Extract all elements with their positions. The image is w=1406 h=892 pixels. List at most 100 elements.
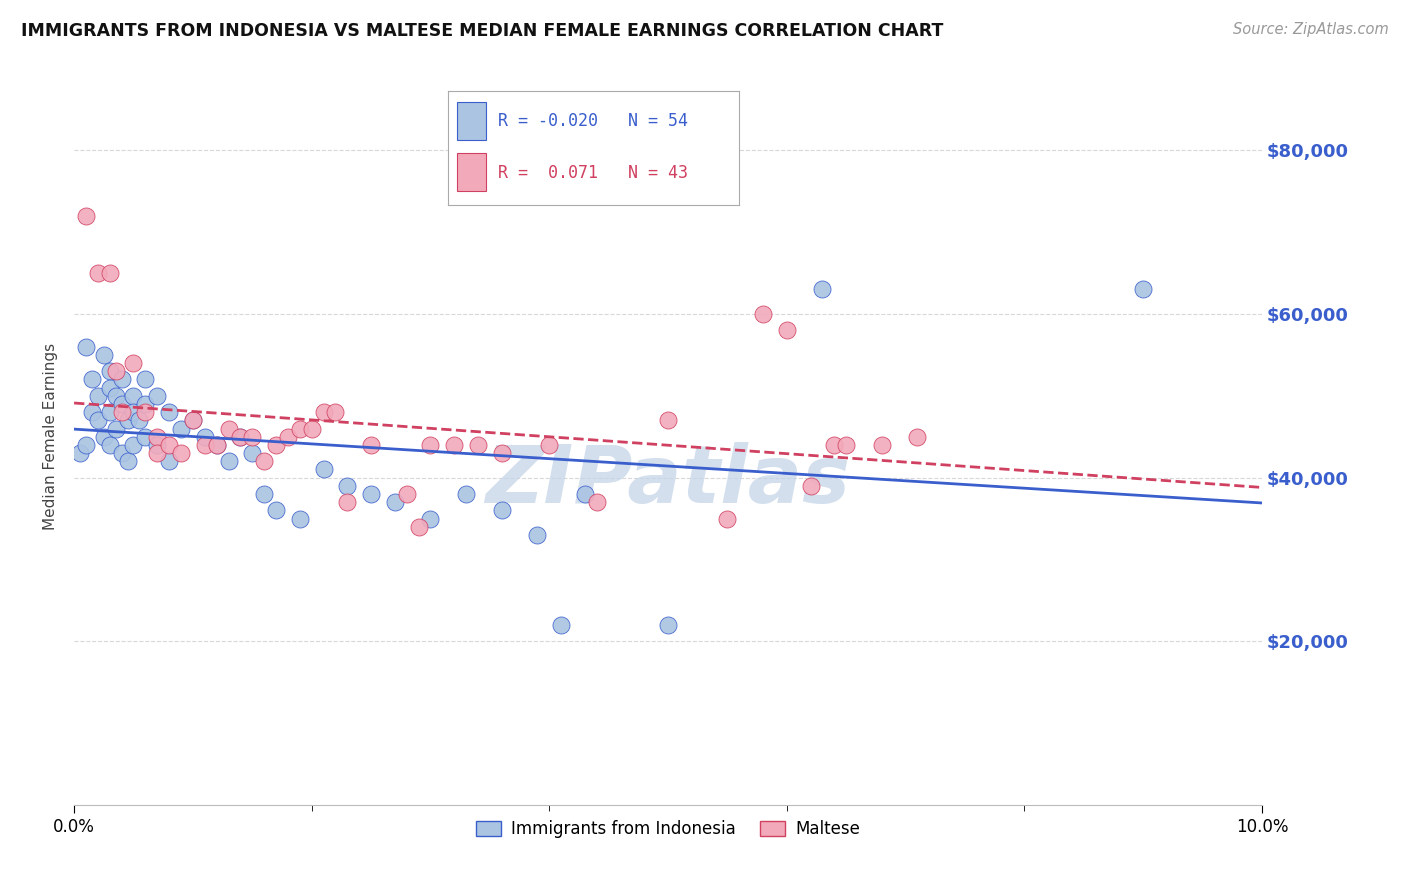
Point [657,618,679,632]
Text: ZIPatlas: ZIPatlas [485,442,851,520]
Point [110,397,132,411]
Point [870,438,893,452]
Point [336,495,359,509]
Point [104,364,127,378]
Point [98,438,121,452]
Point [117,454,139,468]
Point [87,389,110,403]
Point [491,446,513,460]
Point [301,421,323,435]
Point [181,413,204,427]
Point [752,307,775,321]
Point [122,356,145,370]
Point [134,405,156,419]
Point [419,511,441,525]
Point [395,487,418,501]
Point [823,438,845,452]
Point [110,372,132,386]
Point [122,405,145,419]
Point [526,528,548,542]
Point [360,438,382,452]
Text: IMMIGRANTS FROM INDONESIA VS MALTESE MEDIAN FEMALE EARNINGS CORRELATION CHART: IMMIGRANTS FROM INDONESIA VS MALTESE MED… [21,22,943,40]
Point [264,438,287,452]
Point [87,413,110,427]
Point [1132,283,1154,297]
Point [117,413,139,427]
Point [146,438,169,452]
Point [170,446,193,460]
Point [194,430,217,444]
Y-axis label: Median Female Earnings: Median Female Earnings [44,343,58,531]
Point [80,405,103,419]
Point [800,479,823,493]
Point [75,438,97,452]
Point [157,454,180,468]
Point [776,323,799,337]
Point [264,503,287,517]
Point [312,462,335,476]
Point [538,438,561,452]
Point [75,209,97,223]
Legend: Immigrants from Indonesia, Maltese: Immigrants from Indonesia, Maltese [470,814,868,845]
Point [716,511,738,525]
Point [98,381,121,395]
Point [277,430,299,444]
Point [80,372,103,386]
Point [229,430,252,444]
Point [907,430,929,444]
Point [574,487,596,501]
Point [253,487,276,501]
Point [104,389,127,403]
Point [585,495,607,509]
Point [98,266,121,280]
Point [288,511,311,525]
Point [87,266,110,280]
Point [312,405,335,419]
Point [408,520,430,534]
Point [93,348,115,362]
Point [454,487,477,501]
Point [146,430,169,444]
Point [657,413,679,427]
Point [205,438,228,452]
Point [467,438,489,452]
Point [93,430,115,444]
Point [122,389,145,403]
Point [419,438,441,452]
Point [128,413,150,427]
Point [69,446,91,460]
Point [491,503,513,517]
Point [325,405,347,419]
Point [110,405,132,419]
Point [443,438,465,452]
Point [146,389,169,403]
Point [835,438,858,452]
Point [122,438,145,452]
Point [157,405,180,419]
Point [104,421,127,435]
Point [110,446,132,460]
Point [550,618,572,632]
Point [253,454,276,468]
Point [181,413,204,427]
Point [170,421,193,435]
Point [134,372,156,386]
Point [384,495,406,509]
Point [240,446,263,460]
Point [218,421,240,435]
Point [134,397,156,411]
Text: Source: ZipAtlas.com: Source: ZipAtlas.com [1233,22,1389,37]
Point [360,487,382,501]
Point [98,364,121,378]
Point [336,479,359,493]
Point [229,430,252,444]
Point [288,421,311,435]
Point [98,405,121,419]
Point [240,430,263,444]
Point [811,283,834,297]
Point [134,430,156,444]
Point [205,438,228,452]
Point [194,438,217,452]
Point [218,454,240,468]
Point [146,446,169,460]
